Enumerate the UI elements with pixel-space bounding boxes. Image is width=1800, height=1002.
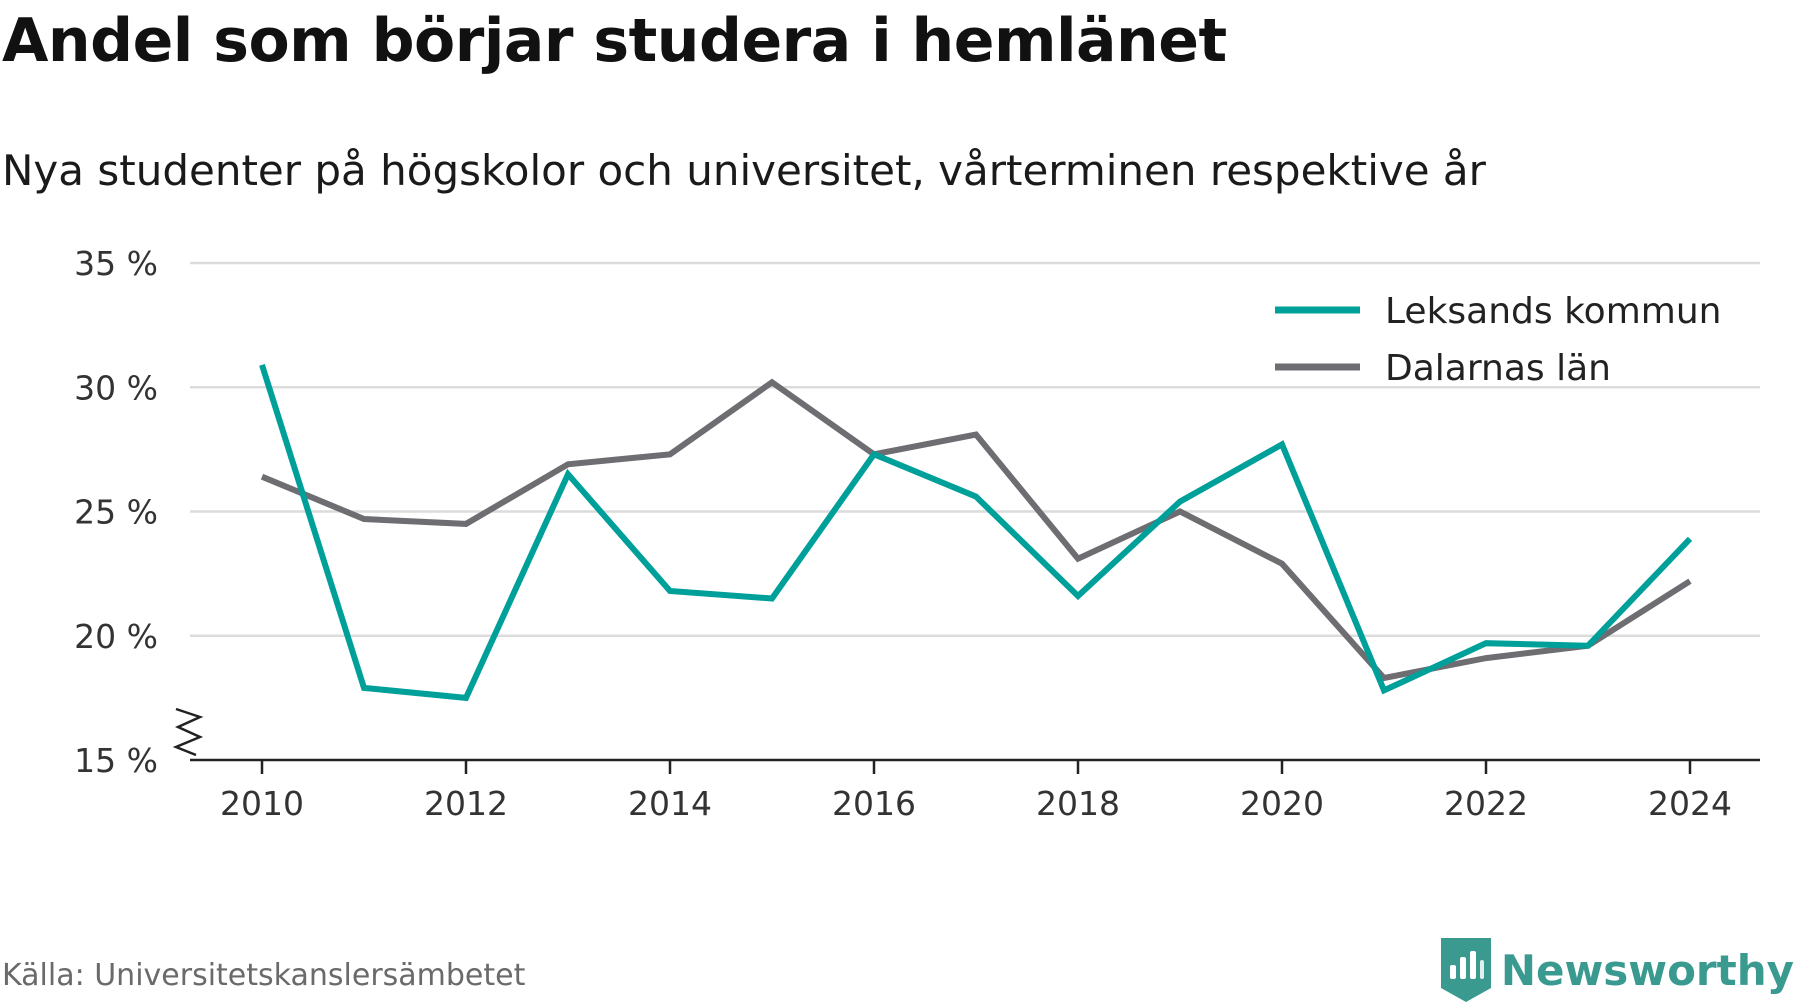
brand-logo: Newsworthy xyxy=(1441,938,1794,1002)
x-tick-label: 2012 xyxy=(424,784,508,823)
y-tick-label: 35 % xyxy=(74,244,158,283)
legend-label: Dalarnas län xyxy=(1385,348,1611,389)
legend-label: Leksands kommun xyxy=(1385,291,1721,332)
x-axis-tick-labels: 2010 2012 2014 2016 2018 2020 2022 2024 xyxy=(220,784,1732,823)
x-tick-label: 2022 xyxy=(1444,784,1528,823)
source-note: Källa: Universitetskanslersämbetet xyxy=(2,958,525,993)
x-tick-label: 2024 xyxy=(1648,784,1732,823)
x-tick-label: 2018 xyxy=(1036,784,1120,823)
x-tick-label: 2010 xyxy=(220,784,304,823)
newsworthy-logo-icon xyxy=(1441,938,1491,1002)
x-axis xyxy=(176,709,1760,774)
y-tick-label: 30 % xyxy=(74,368,158,407)
legend: Leksands kommun Dalarnas län xyxy=(1262,280,1732,389)
x-tick-label: 2014 xyxy=(628,784,712,823)
x-tick-label: 2016 xyxy=(832,784,916,823)
series-lines xyxy=(262,365,1690,698)
y-axis-tick-labels: 15 % 20 % 25 % 30 % 35 % xyxy=(74,244,158,780)
series-line-leksands-kommun xyxy=(262,365,1690,698)
series-line-dalarnas-län xyxy=(262,382,1690,678)
y-tick-label: 25 % xyxy=(74,493,158,532)
x-tick-label: 2020 xyxy=(1240,784,1324,823)
y-tick-label: 15 % xyxy=(74,741,158,780)
y-tick-label: 20 % xyxy=(74,617,158,656)
y-axis-break-marker xyxy=(176,709,200,755)
brand-name: Newsworthy xyxy=(1501,946,1794,995)
